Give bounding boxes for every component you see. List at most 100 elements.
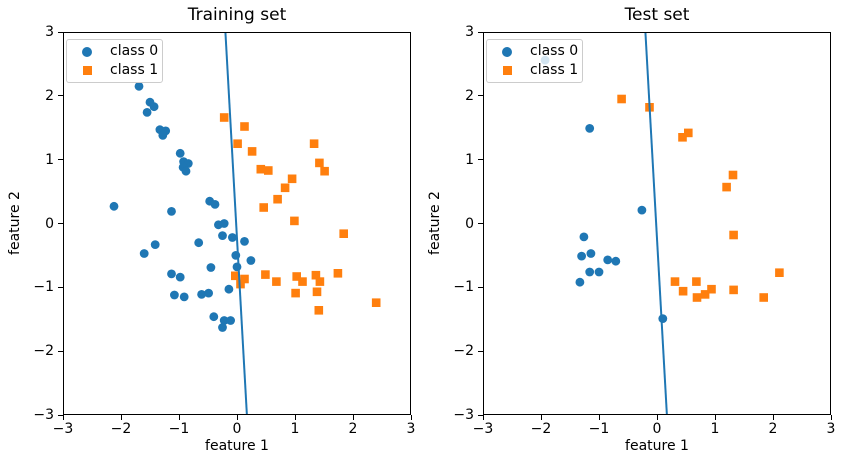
data-point-class-1 (309, 139, 319, 148)
x-axis-label: feature 1 (625, 438, 689, 454)
class1-square-marker-icon (503, 66, 512, 75)
scatter-canvas (483, 32, 831, 415)
data-point-class-0 (150, 240, 160, 250)
data-point-class-0 (218, 323, 227, 332)
y-tick-label: −1 (33, 279, 54, 296)
data-point-class-0 (594, 267, 604, 277)
data-point-class-0 (210, 200, 220, 209)
y-tick-label: 2 (465, 87, 474, 104)
y-tick-mark (58, 31, 63, 33)
data-point-class-1 (298, 277, 307, 286)
data-point-class-0 (603, 255, 613, 265)
y-tick-mark (58, 223, 63, 224)
data-point-class-0 (175, 148, 185, 158)
data-point-class-1 (259, 203, 268, 212)
data-point-class-1 (670, 277, 680, 286)
x-tick-label: −3 (472, 421, 494, 437)
legend: class 0 class 1 (66, 39, 163, 83)
y-tick-mark (478, 223, 483, 224)
x-tick-mark (714, 415, 716, 420)
data-point-class-1 (707, 284, 716, 294)
data-point-class-0 (585, 124, 595, 133)
data-point-class-1 (292, 272, 301, 281)
data-point-class-0 (575, 277, 585, 287)
legend-item-class-0: class 0 (67, 42, 162, 61)
data-point-class-1 (728, 170, 738, 180)
data-point-class-0 (585, 267, 595, 277)
plot-area: class 0 class 1 (63, 32, 411, 415)
x-tick-mark (236, 415, 238, 420)
y-tick-mark (478, 31, 483, 33)
x-tick-mark (294, 415, 296, 420)
data-point-class-0 (637, 205, 647, 215)
data-point-class-0 (158, 131, 168, 140)
y-tick-mark (478, 414, 483, 416)
y-tick-mark (58, 95, 63, 97)
data-point-class-1 (240, 122, 249, 131)
subplot-test-set: Test set feature 2 class 0 class 1 −3 −2−… (420, 0, 849, 470)
plot-title: Training set (187, 5, 287, 25)
data-point-class-0 (206, 263, 216, 272)
data-point-class-1 (290, 216, 299, 226)
data-point-class-0 (204, 288, 214, 298)
data-point-class-1 (261, 270, 270, 279)
data-point-class-1 (759, 293, 768, 302)
y-tick-mark (478, 350, 483, 352)
class0-circle-marker-icon (82, 46, 92, 57)
data-point-class-1 (315, 277, 325, 286)
data-point-class-1 (312, 287, 322, 297)
x-tick-mark (120, 415, 122, 420)
data-point-class-1 (371, 298, 381, 307)
legend-item-class-0: class 0 (487, 42, 582, 61)
data-point-class-1 (233, 139, 242, 148)
x-axis-label: feature 1 (205, 438, 269, 454)
data-point-class-0 (224, 284, 234, 294)
legend-item-class-1: class 1 (67, 61, 162, 80)
data-point-class-1 (256, 164, 266, 174)
data-point-class-1 (247, 147, 257, 156)
x-tick-mark (772, 415, 774, 420)
y-tick-label: 2 (45, 87, 54, 104)
x-tick-label: −1 (168, 421, 190, 437)
y-tick-label: −2 (33, 343, 54, 360)
data-point-class-1 (729, 230, 738, 240)
data-point-class-1 (264, 166, 273, 175)
x-tick-mark (540, 415, 542, 420)
data-point-class-1 (678, 286, 688, 296)
axes-spines (63, 32, 411, 415)
y-tick-label: 0 (465, 215, 474, 232)
data-point-class-0 (219, 219, 229, 228)
plot-title: Test set (624, 5, 690, 25)
data-point-class-1 (722, 182, 731, 192)
subplot-training-set: Training set feature 2 class 0 class 1 −… (0, 0, 420, 470)
scatter-canvas (63, 32, 411, 415)
data-point-class-1 (729, 285, 738, 295)
data-point-class-1 (320, 166, 329, 176)
x-tick-label: −2 (110, 421, 132, 437)
y-tick-label: −2 (453, 343, 474, 360)
data-point-class-1 (692, 277, 701, 286)
x-tick-mark (62, 415, 64, 420)
data-point-class-1 (339, 229, 348, 238)
data-point-class-0 (228, 233, 237, 242)
x-tick-label: 1 (710, 421, 720, 437)
decision-boundary-line (644, 32, 668, 415)
x-tick-label: −3 (52, 421, 74, 437)
y-tick-label: 3 (465, 24, 474, 40)
data-point-class-0 (170, 290, 179, 300)
data-point-class-1 (684, 128, 693, 138)
y-tick-mark (58, 159, 63, 161)
data-point-class-0 (179, 292, 189, 302)
x-tick-label: 2 (768, 421, 778, 437)
y-tick-mark (58, 414, 63, 416)
data-point-class-0 (134, 81, 144, 91)
data-point-class-0 (226, 316, 236, 325)
data-point-class-1 (333, 269, 343, 278)
y-tick-mark (478, 286, 483, 288)
x-tick-mark (410, 415, 412, 420)
data-point-class-0 (579, 232, 589, 242)
y-tick-label: −1 (453, 279, 474, 296)
data-point-class-0 (577, 251, 586, 261)
x-tick-mark (178, 415, 180, 420)
data-point-class-0 (167, 269, 176, 279)
